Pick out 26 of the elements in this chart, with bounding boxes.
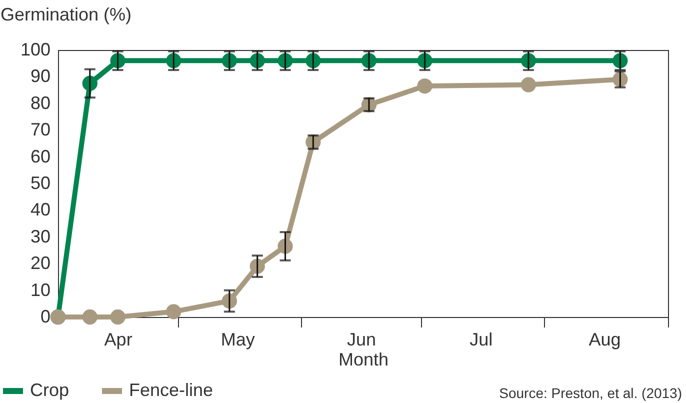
y-tick-label: 20	[30, 253, 50, 274]
x-axis-title: Month	[338, 350, 389, 370]
y-tick-label: 40	[30, 200, 50, 220]
y-tick-label: 50	[30, 173, 50, 193]
point	[166, 304, 182, 320]
x-tick-label: Jul	[470, 330, 493, 350]
x-tick-label: Jun	[346, 330, 376, 350]
legend-label: Crop	[30, 380, 70, 400]
x-tick-label: Aug	[588, 330, 621, 350]
point	[82, 309, 98, 325]
source-note: Source: Preston, et al. (2013)	[499, 385, 682, 401]
y-tick-label: 10	[30, 280, 50, 300]
y-tick-label: 0	[40, 306, 50, 326]
y-tick-label: 90	[30, 66, 50, 86]
y-axis-title: Germination (%)	[0, 4, 132, 24]
y-tick-label: 30	[30, 226, 50, 246]
point	[520, 77, 536, 92]
point	[417, 78, 432, 94]
y-tick-label: 100	[20, 40, 50, 60]
x-tick-label: Apr	[104, 330, 132, 350]
legend-label: Fence-line	[129, 380, 214, 400]
y-tick-label: 80	[30, 92, 50, 113]
y-tick-label: 60	[30, 146, 50, 166]
x-tick-label: May	[220, 330, 255, 350]
y-tick-label: 70	[30, 120, 50, 140]
point	[110, 309, 126, 325]
